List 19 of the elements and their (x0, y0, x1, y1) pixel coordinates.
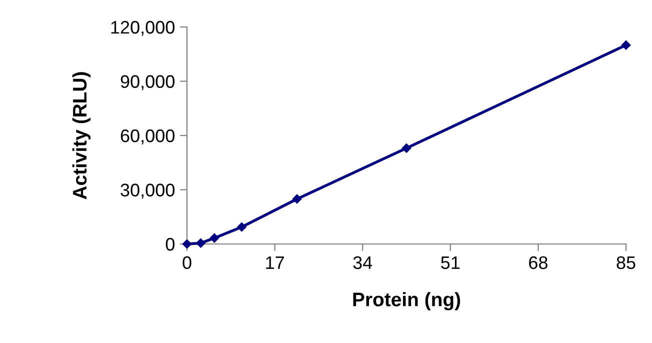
y-tick-label: 30,000 (120, 184, 174, 199)
point (237, 222, 246, 232)
point (196, 238, 206, 248)
y-tick-label: 0 (166, 238, 174, 251)
y-tick-label: 60,000 (120, 129, 174, 144)
point (402, 144, 412, 153)
point (292, 194, 302, 204)
x-tick-label: 34 (353, 256, 372, 270)
x-tick-label: 51 (441, 256, 460, 270)
x-axis-title: Protein (ng) (353, 292, 460, 310)
y-axis-title: Activity (RLU) (72, 72, 90, 200)
x-tick-label: 0 (182, 256, 192, 270)
x-tick-label: 17 (266, 256, 284, 269)
x-tick-label: 68 (529, 256, 548, 270)
y-tick-label: 90,000 (120, 75, 174, 90)
x-tick-label: 85 (616, 256, 636, 270)
point (621, 40, 631, 50)
y-tick-label: 120,000 (111, 20, 174, 36)
point (210, 233, 220, 243)
